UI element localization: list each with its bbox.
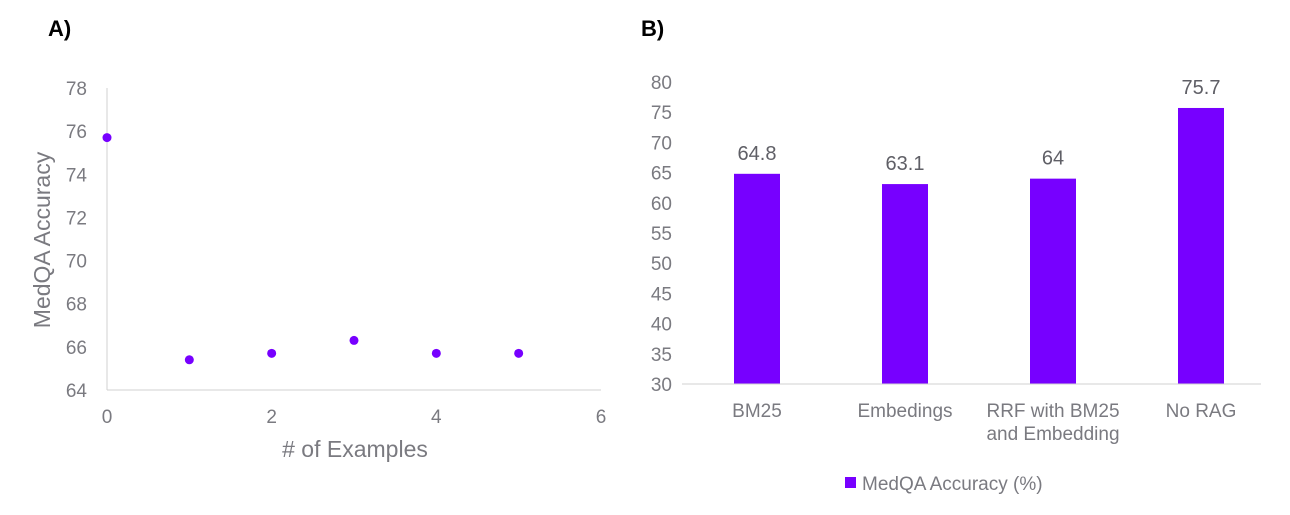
x-tick-label: 2: [266, 407, 277, 428]
legend-label: MedQA Accuracy (%): [862, 474, 1043, 495]
y-tick-label: 66: [66, 338, 87, 359]
y-tick-label: 64: [66, 381, 88, 402]
data-label: 64.8: [738, 143, 777, 165]
x-tick-label: RRF with BM25: [986, 401, 1119, 422]
x-tick-label: Embedings: [857, 401, 952, 422]
bar: [882, 184, 928, 384]
data-point: [184, 355, 194, 365]
data-label: 63.1: [886, 153, 925, 175]
y-tick-label: 30: [651, 375, 672, 396]
y-tick-label: 40: [651, 315, 672, 336]
bar: [1178, 107, 1224, 385]
x-tick-label: No RAG: [1166, 401, 1237, 422]
y-tick-label: 60: [651, 194, 672, 215]
x-axis-title: # of Examples: [282, 436, 428, 462]
bar: [734, 173, 780, 384]
y-tick-label: 45: [651, 284, 672, 305]
bar-chart: 30 35 40 45 50 55 60 65 70 75 80 64.8 BM25 63.1 Embedi…: [651, 73, 1261, 495]
panel-label-a: A): [48, 16, 71, 41]
y-tick-label: 70: [651, 133, 672, 154]
bar: [1030, 178, 1076, 384]
data-point: [431, 348, 441, 358]
y-tick-label: 55: [651, 224, 672, 245]
x-tick-label: 0: [102, 407, 113, 428]
data-point: [267, 348, 277, 358]
y-tick-label: 74: [66, 165, 88, 186]
y-tick-label: 65: [651, 164, 672, 185]
x-tick-label: BM25: [732, 401, 782, 422]
x-tick-label: and Embedding: [986, 424, 1119, 445]
data-point: [349, 335, 359, 345]
legend-swatch: [845, 477, 856, 488]
y-tick-label: 50: [651, 254, 672, 275]
y-tick-label: 70: [66, 252, 87, 273]
data-label: 75.7: [1182, 77, 1221, 99]
data-point: [102, 133, 112, 143]
y-tick-label: 80: [651, 73, 672, 94]
y-tick-label: 72: [66, 208, 87, 229]
y-tick-label: 76: [66, 122, 87, 143]
panel-label-b: B): [641, 16, 664, 41]
data-label: 64: [1042, 148, 1064, 170]
y-axis-title: MedQA Accuracy: [29, 151, 55, 328]
y-tick-label: 78: [66, 79, 87, 100]
y-tick-label: 35: [651, 345, 672, 366]
x-tick-label: 6: [596, 407, 607, 428]
x-tick-label: 4: [431, 407, 442, 428]
y-tick-label: 75: [651, 103, 672, 124]
data-point: [514, 348, 524, 358]
y-tick-label: 68: [66, 295, 87, 316]
scatter-chart: 64 66 68 70 72 74 76 78 0 2 4 6 # of Examples MedQA A…: [29, 79, 606, 462]
